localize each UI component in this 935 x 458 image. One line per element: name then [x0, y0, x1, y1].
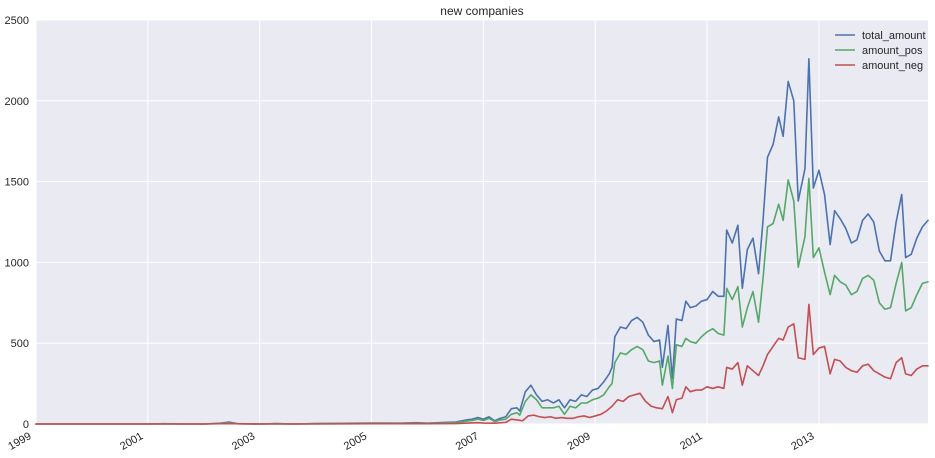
plot-area: [36, 20, 928, 424]
y-tick-label: 500: [11, 338, 29, 350]
x-tick-label: 2001: [118, 430, 145, 453]
x-tick-label: 2009: [566, 430, 593, 453]
y-tick-label: 0: [23, 419, 29, 431]
x-tick-label: 2011: [678, 430, 704, 452]
y-tick-label: 1000: [5, 257, 29, 269]
x-axis-ticks: 1999 2001 2003 2005 2007 2009 2011 2013: [6, 430, 816, 453]
chart-title: new companies: [440, 4, 523, 18]
y-axis-ticks: 0 500 1000 1500 2000 2500: [5, 15, 29, 431]
x-tick-label: 1999: [6, 430, 33, 453]
x-tick-label: 2005: [342, 430, 369, 453]
legend: total_amount amount_pos amount_neg: [835, 30, 926, 72]
legend-label: total_amount: [862, 30, 926, 42]
x-tick-label: 2007: [454, 430, 481, 453]
series-line-amount-neg: [35, 303, 929, 425]
grid-lines: [35, 19, 928, 425]
y-tick-label: 2000: [5, 96, 29, 108]
y-tick-label: 2500: [5, 15, 29, 27]
x-tick-label: 2013: [789, 430, 816, 453]
x-tick-label: 2003: [230, 430, 257, 453]
y-tick-label: 1500: [5, 177, 29, 189]
legend-label: amount_neg: [862, 60, 923, 72]
legend-label: amount_pos: [862, 45, 923, 57]
series-lines: [35, 57, 929, 425]
